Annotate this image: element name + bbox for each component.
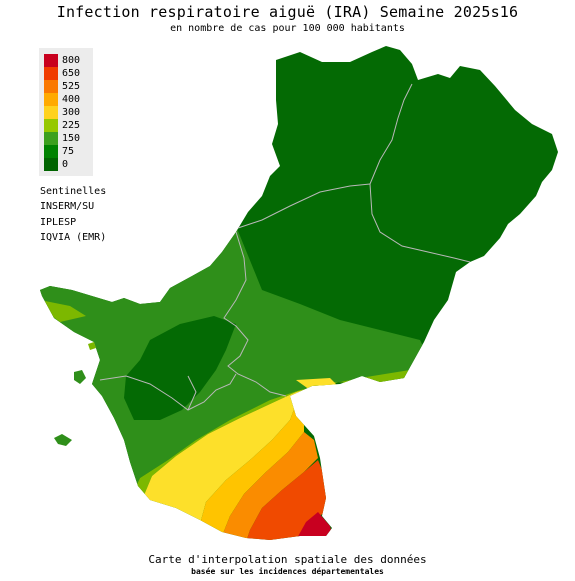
legend-item: 400 [39,93,93,106]
legend-label: 650 [62,68,81,79]
map-subtitle: en nombre de cas pour 100 000 habitants [170,23,405,34]
source-label: INSERM/SU [40,201,95,213]
legend-item: 650 [39,67,93,80]
legend-swatch [44,145,58,158]
footer-subcaption: basée sur les incidences départementales [191,567,384,576]
zone-orange [222,432,318,540]
legend-swatch [44,132,58,145]
color-legend: 800 650 525 400 300 225 150 75 0 [39,48,93,176]
legend-swatch [44,93,58,106]
department-borders [99,83,471,411]
zone-gold [200,404,304,536]
source-label: IQVIA (EMR) [40,231,107,243]
legend-item: 225 [39,119,93,132]
legend-item: 525 [39,80,93,93]
legend-label: 300 [62,107,81,118]
legend-swatch [44,106,58,119]
zone-yellow [142,382,340,524]
legend-label: 525 [62,81,81,92]
legend-label: 75 [62,146,75,157]
legend-swatch [44,67,58,80]
source-label: Sentinelles [40,186,107,197]
legend-item: 800 [39,54,93,67]
island-yeu [54,434,72,446]
legend-swatch [44,158,58,171]
legend-item: 150 [39,132,93,145]
legend-swatch [44,119,58,132]
legend-item: 300 [39,106,93,119]
legend-swatch [44,80,58,93]
zone-dark-green-pocket [124,316,236,420]
legend-label: 0 [62,159,69,170]
legend-item: 75 [39,145,93,158]
legend-label: 400 [62,94,81,105]
source-label: IPLESP [40,216,77,228]
map-title: Infection respiratoire aiguë (IRA) Semai… [56,3,519,21]
data-sources: Sentinelles INSERM/SU IPLESP IQVIA (EMR) [40,184,106,245]
zone-red [296,512,334,540]
legend-label: 800 [62,55,81,66]
legend-label: 225 [62,120,81,131]
legend-swatch [44,54,58,67]
legend-label: 150 [62,133,81,144]
island-small [88,342,96,350]
island-noirmoutier [74,370,86,384]
legend-item: 0 [39,158,93,171]
footer-caption: Carte d'interpolation spatiale des donné… [148,553,427,566]
